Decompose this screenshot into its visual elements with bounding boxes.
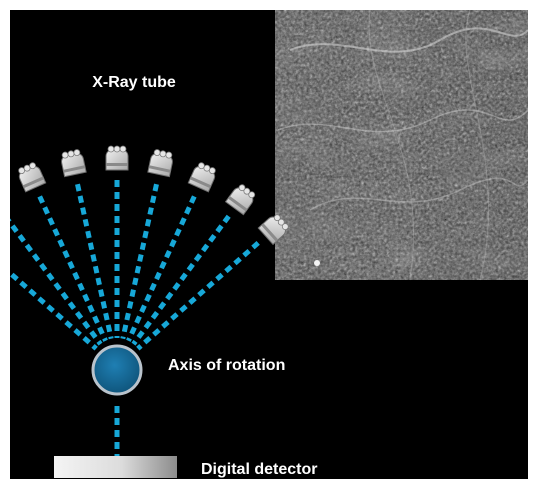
x-ray-tube-8 (224, 184, 256, 216)
x-ray-beam-7 (126, 195, 197, 342)
tomosynthesis-diagram: X-Ray tube Axis of rotation Digital dete… (10, 10, 528, 478)
axis-of-rotation-circle (91, 344, 143, 396)
x-ray-beam-6 (120, 183, 159, 340)
x-ray-tube-5 (105, 145, 129, 171)
x-ray-beam-1 (10, 269, 98, 351)
mammogram-image (275, 10, 528, 281)
x-ray-tube-4 (61, 149, 87, 178)
x-ray-tube-label: X-Ray tube (92, 74, 176, 91)
axis-of-rotation-label: Axis of rotation (168, 357, 285, 374)
x-ray-tube-9 (257, 214, 289, 246)
x-ray-tube-array (18, 145, 289, 246)
x-ray-tube-3 (18, 162, 47, 193)
x-ray-beams (10, 180, 260, 351)
digital-detector-plate (54, 456, 177, 478)
x-ray-beam-8 (131, 214, 231, 346)
diagram-canvas: X-Ray tube Axis of rotation Digital dete… (10, 10, 528, 479)
x-ray-beam-2 (10, 218, 103, 346)
x-ray-tube-7 (187, 162, 216, 193)
x-ray-beam-4 (75, 183, 114, 340)
x-ray-beam-3 (37, 195, 108, 342)
x-ray-tube-6 (147, 149, 173, 178)
digital-detector-label: Digital detector (201, 461, 317, 478)
x-ray-beam-9 (136, 241, 260, 351)
